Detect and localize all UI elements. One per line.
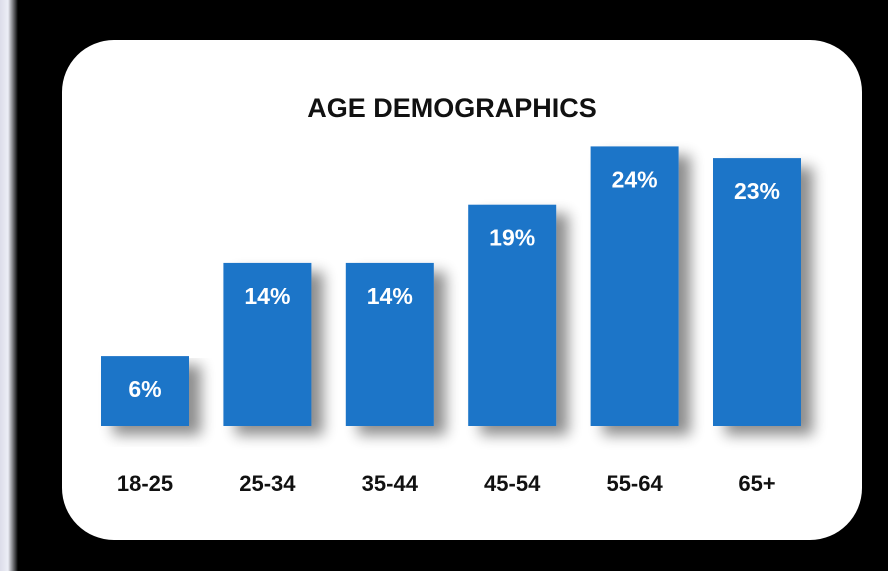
chart-title: AGE DEMOGRAPHICS: [307, 93, 597, 123]
x-tick-35-44: 35-44: [362, 471, 419, 496]
bar-25-34: [223, 262, 312, 426]
bar-55-64: [590, 146, 679, 426]
data-label-45-54: 19%: [489, 225, 535, 251]
bars-group: [101, 146, 801, 426]
data-label-35-44: 14%: [367, 283, 413, 309]
x-axis-ticks: 18-25 25-34 35-44 45-54 55-64 65+: [117, 471, 776, 496]
bar-65+: [713, 158, 801, 426]
x-tick-65+: 65+: [738, 471, 775, 496]
data-label-18-25: 6%: [128, 376, 161, 402]
bar-35-44: [345, 262, 434, 426]
data-labels-group: 6% 14% 14% 19% 24% 23%: [128, 166, 780, 402]
bar-18-25: [101, 356, 189, 426]
x-tick-18-25: 18-25: [117, 471, 173, 496]
data-label-65+: 23%: [734, 178, 780, 204]
data-label-25-34: 14%: [244, 283, 290, 309]
x-tick-25-34: 25-34: [239, 471, 296, 496]
data-label-55-64: 24%: [612, 166, 658, 192]
bar-45-54: [468, 204, 557, 426]
x-tick-45-54: 45-54: [484, 471, 541, 496]
x-tick-55-64: 55-64: [606, 471, 663, 496]
